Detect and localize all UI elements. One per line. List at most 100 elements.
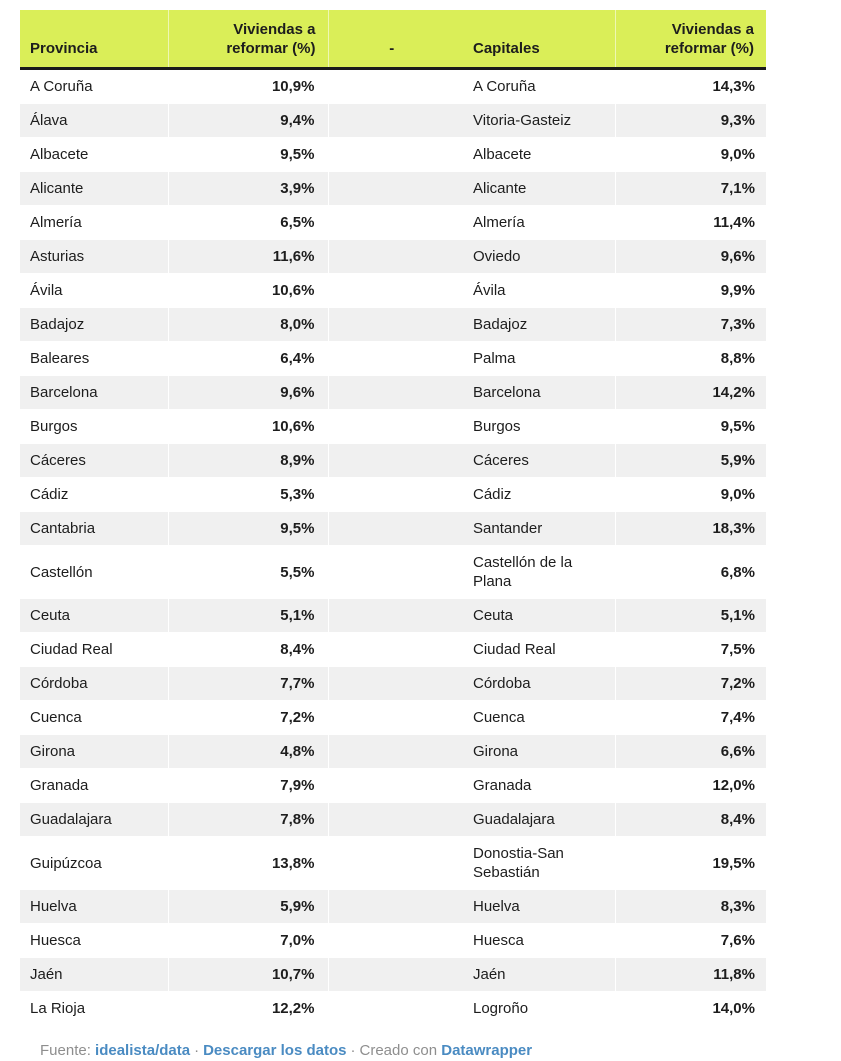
- province-value-cell: 4,8%: [167, 734, 328, 769]
- datawrapper-link[interactable]: Datawrapper: [441, 1042, 533, 1059]
- column-header-capitales: Capitales: [455, 10, 615, 70]
- capital-value-cell: 5,1%: [614, 598, 766, 633]
- province-value-cell: 9,6%: [167, 375, 328, 410]
- province-cell: Cantabria: [20, 511, 168, 546]
- capital-cell: Cáceres: [455, 443, 615, 478]
- capital-value-cell: 7,6%: [614, 923, 766, 958]
- separator-cell: [327, 341, 455, 376]
- source-link[interactable]: idealista/data: [95, 1042, 191, 1059]
- province-value-cell: 7,9%: [167, 768, 328, 803]
- province-value-cell: 5,1%: [167, 598, 328, 633]
- table-row: Cádiz 5,3% Cádiz 9,0%: [20, 477, 766, 512]
- column-header-separator: -: [327, 10, 455, 70]
- table-row: Castellón 5,5% Castellón de la Plana 6,8…: [20, 545, 766, 599]
- capital-value-cell: 9,5%: [614, 409, 766, 444]
- capital-cell: Santander: [455, 511, 615, 546]
- table-row: Álava 9,4% Vitoria-Gasteiz 9,3%: [20, 103, 766, 138]
- province-cell: Cuenca: [30, 709, 82, 726]
- capital-cell: Vitoria-Gasteiz: [455, 103, 615, 138]
- capital-cell: Palma: [473, 350, 516, 367]
- province-cell: Huesca: [30, 932, 81, 949]
- table-row: Granada 7,9% Granada 12,0%: [20, 768, 766, 803]
- capital-cell: Ávila: [473, 282, 506, 299]
- province-value-cell: 11,6%: [167, 239, 328, 274]
- province-cell: Guadalajara: [20, 802, 168, 837]
- separator-cell: [327, 700, 455, 735]
- province-value-cell: 6,5%: [167, 205, 328, 240]
- table-row: Cuenca 7,2% Cuenca 7,4%: [20, 700, 766, 735]
- capital-value-cell: 6,8%: [614, 545, 766, 599]
- separator-cell: [327, 545, 455, 599]
- capital-value-cell: 7,5%: [614, 632, 766, 667]
- separator-cell: [327, 171, 455, 206]
- capital-value-cell: 9,0%: [614, 477, 766, 512]
- download-data-link[interactable]: Descargar los datos: [203, 1042, 347, 1059]
- capital-value-cell: 6,6%: [614, 734, 766, 769]
- table-body: A Coruña 10,9% A Coruña 14,3% Álava 9,4%…: [20, 68, 766, 1025]
- province-value-cell: 5,9%: [167, 889, 328, 924]
- capital-value-cell: 18,3%: [614, 511, 766, 546]
- capital-cell: A Coruña: [473, 78, 536, 95]
- capital-cell: Córdoba: [455, 666, 615, 701]
- capital-value-cell: 14,0%: [614, 991, 766, 1025]
- capital-cell: Badajoz: [455, 307, 615, 342]
- table-row: Girona 4,8% Girona 6,6%: [20, 734, 766, 769]
- province-cell: Albacete: [30, 146, 89, 163]
- capital-value-cell: 14,3%: [614, 68, 766, 104]
- separator-cell: [327, 307, 455, 342]
- separator-cell: [327, 802, 455, 837]
- province-cell: Ávila: [30, 282, 63, 299]
- capital-cell: Donostia-San Sebastián: [473, 845, 564, 881]
- province-value-cell: 6,4%: [167, 341, 328, 376]
- capital-value-cell: 7,3%: [614, 307, 766, 342]
- source-label: Fuente:: [40, 1042, 91, 1059]
- province-value-cell: 9,4%: [167, 103, 328, 138]
- separator-cell: [327, 991, 455, 1025]
- table-row: La Rioja 12,2% Logroño 14,0%: [20, 991, 766, 1025]
- capital-value-cell: 9,9%: [614, 273, 766, 308]
- capital-value-cell: 9,3%: [614, 103, 766, 138]
- province-cell: Jaén: [20, 957, 168, 992]
- province-value-cell: 5,3%: [167, 477, 328, 512]
- province-value-cell: 8,0%: [167, 307, 328, 342]
- capital-value-cell: 5,9%: [614, 443, 766, 478]
- separator-cell: [327, 68, 455, 104]
- province-cell: Almería: [30, 214, 82, 231]
- capital-value-cell: 14,2%: [614, 375, 766, 410]
- province-value-cell: 7,0%: [167, 923, 328, 958]
- separator-cell: [327, 923, 455, 958]
- capital-value-cell: 9,0%: [614, 137, 766, 172]
- capital-cell: Cuenca: [473, 709, 525, 726]
- capital-cell: Alicante: [455, 171, 615, 206]
- capital-cell: Girona: [455, 734, 615, 769]
- footer-separator: ·: [194, 1042, 200, 1059]
- table-row: Guipúzcoa 13,8% Donostia-San Sebastián 1…: [20, 836, 766, 890]
- capital-value-cell: 7,4%: [614, 700, 766, 735]
- footer-separator: ·: [350, 1042, 356, 1059]
- province-value-cell: 10,9%: [167, 68, 328, 104]
- province-cell: Córdoba: [20, 666, 168, 701]
- capital-cell: Castellón de la Plana: [473, 554, 573, 590]
- province-cell: Granada: [30, 777, 89, 794]
- table-row: Ceuta 5,1% Ceuta 5,1%: [20, 598, 766, 633]
- capital-value-cell: 11,8%: [614, 957, 766, 992]
- capital-cell: Jaén: [455, 957, 615, 992]
- province-value-cell: 10,6%: [167, 273, 328, 308]
- table-row: Jaén 10,7% Jaén 11,8%: [20, 957, 766, 992]
- province-cell: Ciudad Real: [30, 641, 113, 658]
- capital-cell: Burgos: [473, 418, 521, 435]
- province-value-cell: 8,4%: [167, 632, 328, 667]
- province-cell: Barcelona: [20, 375, 168, 410]
- table-row: Cáceres 8,9% Cáceres 5,9%: [20, 443, 766, 478]
- province-cell: La Rioja: [30, 1000, 86, 1017]
- column-header-viviendas-reformar-capital: Viviendas a reformar (%): [614, 10, 766, 70]
- province-value-cell: 7,7%: [167, 666, 328, 701]
- column-header-viviendas-reformar-provincia: Viviendas a reformar (%): [167, 10, 328, 70]
- province-cell: Huelva: [20, 889, 168, 924]
- separator-cell: [327, 889, 455, 924]
- separator-cell: [327, 511, 455, 546]
- separator-cell: [327, 632, 455, 667]
- capital-value-cell: 19,5%: [614, 836, 766, 890]
- table-row: Badajoz 8,0% Badajoz 7,3%: [20, 307, 766, 342]
